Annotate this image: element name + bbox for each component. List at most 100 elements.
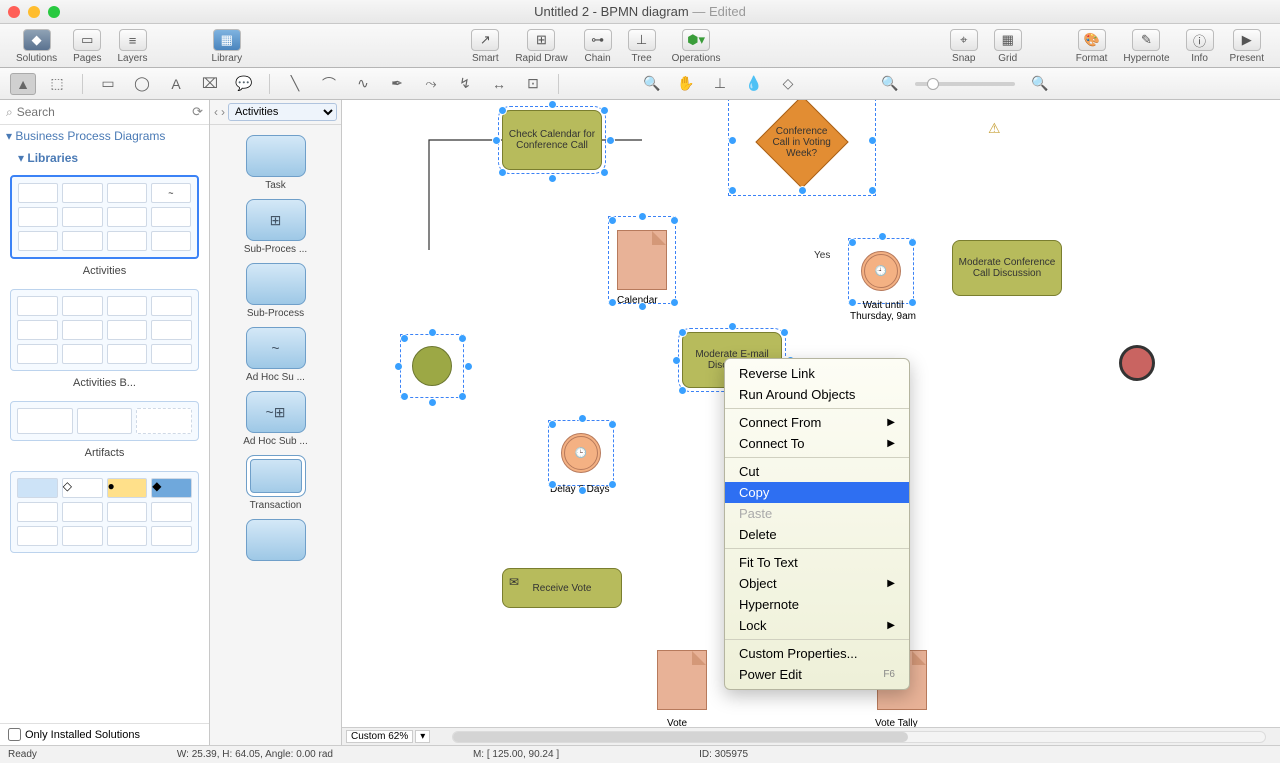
stencil-extra[interactable] bbox=[210, 515, 341, 565]
node-moderate-conf[interactable]: Moderate Conference Call Discussion bbox=[952, 240, 1062, 296]
ctx-run-around[interactable]: Run Around Objects bbox=[725, 384, 909, 405]
stencil-adhoc-collapsed[interactable]: ~Ad Hoc Su ... bbox=[210, 323, 341, 387]
solutions-panel: ⌕ ⟳ ▾ Business Process Diagrams ▾ Librar… bbox=[0, 100, 210, 745]
tree-bpd[interactable]: ▾ Business Process Diagrams bbox=[0, 125, 209, 147]
smart-connector-tool[interactable]: ↯ bbox=[452, 73, 478, 95]
lib-activities-b[interactable] bbox=[10, 289, 199, 371]
node-calendar-doc[interactable] bbox=[612, 220, 672, 300]
grid-button[interactable]: ▦Grid bbox=[988, 29, 1028, 64]
stencil-subprocess-collapsed[interactable]: ⊞Sub-Proces ... bbox=[210, 195, 341, 259]
hypernote-button[interactable]: ✎Hypernote bbox=[1117, 29, 1175, 64]
node-vote-doc[interactable] bbox=[652, 640, 712, 720]
info-button[interactable]: ⓘInfo bbox=[1180, 29, 1220, 64]
status-mouse: M: [ 125.00, 90.24 ] bbox=[473, 749, 559, 760]
node-conference-week[interactable]: Conference Call in Voting Week? bbox=[732, 100, 872, 192]
dimension-tool[interactable]: ↔ bbox=[486, 73, 512, 95]
node-check-calendar[interactable]: Check Calendar for Conference Call bbox=[502, 110, 602, 170]
lib-artifacts-label: Artifacts bbox=[10, 447, 199, 459]
status-ready: Ready bbox=[8, 749, 37, 760]
solutions-button[interactable]: ◆Solutions bbox=[10, 29, 63, 64]
ctx-reverse-link[interactable]: Reverse Link bbox=[725, 363, 909, 384]
spline-tool[interactable]: ∿ bbox=[350, 73, 376, 95]
only-installed[interactable]: Only Installed Solutions bbox=[0, 723, 209, 745]
format-button[interactable]: 🎨Format bbox=[1070, 29, 1114, 64]
node-start[interactable] bbox=[404, 338, 460, 394]
lib-activities[interactable]: ~ bbox=[10, 175, 199, 259]
zoom-label[interactable]: Custom 62% bbox=[346, 730, 413, 743]
stamp-tool[interactable]: ⊥ bbox=[707, 73, 733, 95]
nav-back-icon[interactable]: ‹ bbox=[214, 105, 218, 119]
ctx-copy[interactable]: Copy bbox=[725, 482, 909, 503]
pointer-tool[interactable]: ▲ bbox=[10, 73, 36, 95]
ctx-hypernote[interactable]: Hypernote bbox=[725, 594, 909, 615]
connector-tool[interactable]: ⤳ bbox=[418, 73, 444, 95]
stencil-task[interactable]: Task bbox=[210, 131, 341, 195]
eraser-tool[interactable]: ◇ bbox=[775, 73, 801, 95]
lib-activities-label: Activities bbox=[10, 265, 199, 277]
snap-button[interactable]: ⌖Snap bbox=[944, 29, 984, 64]
tree-libraries[interactable]: ▾ Libraries bbox=[0, 147, 209, 169]
stencil-panel: ‹ › Activities Task ⊞Sub-Proces ... Sub-… bbox=[210, 100, 342, 745]
ctx-power-edit[interactable]: Power EditF6 bbox=[725, 664, 909, 685]
ctx-delete[interactable]: Delete bbox=[725, 524, 909, 545]
chain-button[interactable]: ⊶Chain bbox=[578, 29, 618, 64]
ctx-connect-from[interactable]: Connect From▶ bbox=[725, 412, 909, 433]
text-tool[interactable]: A bbox=[163, 73, 189, 95]
refresh-icon[interactable]: ⟳ bbox=[192, 104, 203, 120]
search-icon: ⌕ bbox=[6, 105, 13, 120]
lib-activities-b-label: Activities B... bbox=[10, 377, 199, 389]
doc-status: Edited bbox=[709, 4, 746, 19]
line-tool[interactable]: ╲ bbox=[282, 73, 308, 95]
layers-button[interactable]: ≡Layers bbox=[112, 29, 154, 64]
callout-tool[interactable]: 💬 bbox=[231, 73, 257, 95]
zoom-in-icon[interactable]: 🔍 bbox=[1027, 73, 1053, 95]
stencil-transaction[interactable]: Transaction bbox=[210, 451, 341, 515]
lasso-tool[interactable]: ⬚ bbox=[44, 73, 70, 95]
present-button[interactable]: ▶Present bbox=[1224, 29, 1270, 64]
zoom-tool[interactable]: 🔍 bbox=[639, 73, 665, 95]
textbox-tool[interactable]: ⌧ bbox=[197, 73, 223, 95]
stencil-subprocess[interactable]: Sub-Process bbox=[210, 259, 341, 323]
nav-fwd-icon[interactable]: › bbox=[221, 105, 225, 119]
yes-label: Yes bbox=[814, 250, 830, 261]
pages-button[interactable]: ▭Pages bbox=[67, 29, 107, 64]
main-area: ⌕ ⟳ ▾ Business Process Diagrams ▾ Librar… bbox=[0, 100, 1280, 745]
tree-button[interactable]: ⊥Tree bbox=[622, 29, 662, 64]
ctx-cut[interactable]: Cut bbox=[725, 461, 909, 482]
stencil-select[interactable]: Activities bbox=[228, 103, 337, 121]
ctx-connect-to[interactable]: Connect To▶ bbox=[725, 433, 909, 454]
zoom-slider[interactable] bbox=[915, 82, 1015, 86]
titlebar: Untitled 2 - BPMN diagram — Edited bbox=[0, 0, 1280, 24]
h-scrollbar[interactable] bbox=[452, 731, 1266, 743]
lib-more[interactable]: ◇●◆ bbox=[10, 471, 199, 553]
node-wait-timer[interactable]: 🕘 bbox=[852, 242, 910, 300]
zoom-out-icon[interactable]: 🔍 bbox=[877, 73, 903, 95]
node-end[interactable] bbox=[1112, 338, 1162, 388]
ctx-lock[interactable]: Lock▶ bbox=[725, 615, 909, 636]
ellipse-tool[interactable]: ◯ bbox=[129, 73, 155, 95]
stencil-adhoc[interactable]: ~⊞Ad Hoc Sub ... bbox=[210, 387, 341, 451]
ctx-fit-to-text[interactable]: Fit To Text bbox=[725, 552, 909, 573]
node-delay-timer[interactable]: 🕒 bbox=[552, 424, 610, 482]
arc-tool[interactable]: ⌒ bbox=[316, 73, 342, 95]
rapid-draw-button[interactable]: ⊞Rapid Draw bbox=[509, 29, 573, 64]
search-input[interactable] bbox=[17, 105, 188, 119]
only-installed-checkbox[interactable] bbox=[8, 728, 21, 741]
smart-button[interactable]: ↗Smart bbox=[465, 29, 505, 64]
ctx-object[interactable]: Object▶ bbox=[725, 573, 909, 594]
node-receive-vote[interactable]: ✉ Receive Vote bbox=[502, 568, 622, 608]
ctx-custom-props[interactable]: Custom Properties... bbox=[725, 643, 909, 664]
lib-artifacts[interactable] bbox=[10, 401, 199, 441]
eyedropper-tool[interactable]: 💧 bbox=[741, 73, 767, 95]
stencil-list: Task ⊞Sub-Proces ... Sub-Process ~Ad Hoc… bbox=[210, 125, 341, 745]
canvas[interactable]: Check Calendar for Conference Call Confe… bbox=[342, 100, 1280, 745]
operations-button[interactable]: ⬢▾Operations bbox=[666, 29, 727, 64]
tool-toolbar: ▲ ⬚ ▭ ◯ A ⌧ 💬 ╲ ⌒ ∿ ✒ ⤳ ↯ ↔ ⊡ 🔍 ✋ ⊥ 💧 ◇ … bbox=[0, 68, 1280, 100]
zoom-dropdown-icon[interactable]: ▾ bbox=[415, 730, 430, 743]
hand-tool[interactable]: ✋ bbox=[673, 73, 699, 95]
pen-tool[interactable]: ✒ bbox=[384, 73, 410, 95]
crop-tool[interactable]: ⊡ bbox=[520, 73, 546, 95]
library-button[interactable]: ▦Library bbox=[206, 29, 249, 64]
rect-tool[interactable]: ▭ bbox=[95, 73, 121, 95]
context-menu: Reverse Link Run Around Objects Connect … bbox=[724, 358, 910, 690]
